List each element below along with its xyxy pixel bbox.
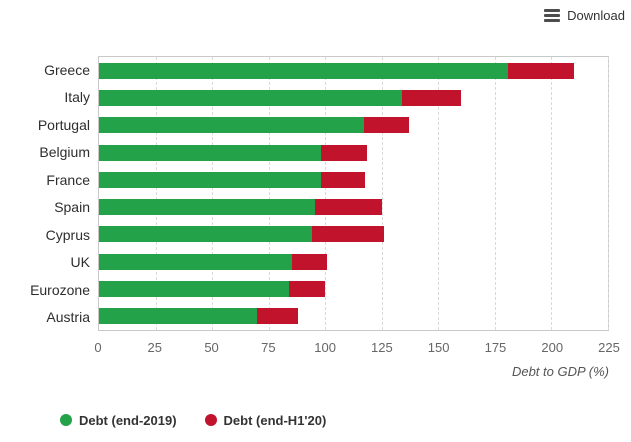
x-axis-tick-labels: 0 25 50 75 100 125 150 175 200 225 bbox=[94, 340, 619, 356]
bar-uk bbox=[99, 253, 608, 270]
x-tick-label-225: 225 bbox=[598, 340, 620, 355]
bar-row-belgium bbox=[99, 139, 608, 166]
bar-segment-end-2019[interactable] bbox=[99, 62, 509, 79]
category-label-italy: Italy bbox=[64, 89, 90, 106]
bar-eurozone bbox=[99, 281, 608, 298]
hamburger-menu-icon bbox=[544, 9, 561, 22]
bar-segment-end-h120[interactable] bbox=[289, 281, 326, 298]
bar-row-austria bbox=[99, 303, 608, 330]
gridline-175 bbox=[494, 57, 496, 330]
category-label-spain: Spain bbox=[54, 199, 90, 216]
x-tick-label-25: 25 bbox=[147, 340, 162, 355]
bar-greece bbox=[99, 62, 608, 79]
gridline-225 bbox=[608, 57, 609, 330]
bar-row-cyprus bbox=[99, 221, 608, 248]
bar-row-greece bbox=[99, 57, 608, 84]
legend-marker-red-icon bbox=[204, 414, 217, 426]
bar-segment-end-h120[interactable] bbox=[257, 308, 299, 325]
y-axis-labels: Greece Italy Portugal Belgium France Spain Cyp… bbox=[0, 56, 90, 331]
gridline-100 bbox=[325, 57, 327, 330]
legend-label-end-2019: Debt (end-2019) bbox=[79, 412, 177, 428]
legend-item-end-2019[interactable]: Debt (end-2019) bbox=[60, 413, 177, 428]
category-label-austria: Austria bbox=[46, 309, 90, 326]
bar-segment-end-2019[interactable] bbox=[99, 226, 312, 243]
bar-italy bbox=[99, 89, 608, 106]
category-label-france: France bbox=[46, 171, 90, 188]
bar-row-france bbox=[99, 166, 608, 193]
gridline-125 bbox=[381, 57, 383, 330]
bar-segment-end-2019[interactable] bbox=[99, 253, 293, 270]
bar-segment-end-h120[interactable] bbox=[320, 171, 365, 188]
legend-marker-green-icon bbox=[60, 414, 72, 426]
bar-segment-end-h120[interactable] bbox=[315, 199, 382, 216]
bar-belgium bbox=[99, 144, 608, 161]
plot-area bbox=[98, 56, 609, 331]
gridline-75 bbox=[268, 57, 270, 330]
category-label-belgium: Belgium bbox=[39, 144, 90, 161]
x-tick-label-75: 75 bbox=[261, 340, 276, 355]
x-tick-label-175: 175 bbox=[484, 340, 507, 355]
category-label-cyprus: Cyprus bbox=[45, 226, 90, 243]
bar-segment-end-h120[interactable] bbox=[402, 89, 461, 106]
x-tick-label-200: 200 bbox=[541, 340, 564, 355]
download-label: Download bbox=[567, 8, 625, 23]
x-tick-label-125: 125 bbox=[371, 340, 393, 355]
bar-segment-end-h120[interactable] bbox=[311, 226, 385, 243]
category-label-portugal: Portugal bbox=[37, 116, 90, 133]
bar-france bbox=[99, 171, 608, 188]
bar-row-uk bbox=[99, 248, 608, 275]
legend-item-end-h120[interactable]: Debt (end-H1'20) bbox=[204, 412, 327, 428]
x-tick-label-0: 0 bbox=[94, 340, 102, 355]
bar-segment-end-2019[interactable] bbox=[99, 199, 316, 216]
bar-segment-end-2019[interactable] bbox=[99, 89, 403, 106]
x-tick-label-50: 50 bbox=[204, 340, 219, 355]
legend: Debt (end-2019) Debt (end-H1'20) bbox=[60, 408, 354, 432]
bar-row-italy bbox=[99, 84, 608, 111]
bar-spain bbox=[99, 199, 608, 216]
x-tick-label-150: 150 bbox=[427, 340, 450, 355]
bar-portugal bbox=[99, 117, 608, 134]
gridline-150 bbox=[438, 57, 440, 330]
gridline-25 bbox=[155, 57, 157, 330]
bar-segment-end-2019[interactable] bbox=[99, 117, 364, 134]
bar-segment-end-2019[interactable] bbox=[99, 281, 290, 298]
bar-segment-end-h120[interactable] bbox=[363, 117, 409, 134]
bar-cyprus bbox=[99, 226, 608, 243]
bar-segment-end-2019[interactable] bbox=[99, 144, 321, 161]
bar-segment-end-2019[interactable] bbox=[99, 308, 258, 325]
bar-austria bbox=[99, 308, 608, 325]
download-button[interactable]: Download bbox=[542, 6, 627, 25]
bar-row-portugal bbox=[99, 112, 608, 139]
bar-segment-end-h120[interactable] bbox=[292, 253, 328, 270]
bar-segment-end-h120[interactable] bbox=[508, 62, 575, 79]
bar-row-eurozone bbox=[99, 275, 608, 302]
bar-segment-end-h120[interactable] bbox=[320, 144, 368, 161]
x-tick-label-100: 100 bbox=[314, 340, 336, 355]
gridline-50 bbox=[212, 57, 214, 330]
gridline-200 bbox=[551, 57, 553, 330]
category-label-uk: UK bbox=[70, 254, 90, 271]
category-label-eurozone: Eurozone bbox=[30, 281, 90, 298]
bar-segment-end-2019[interactable] bbox=[99, 171, 321, 188]
category-label-greece: Greece bbox=[44, 61, 90, 78]
x-axis-title: Debt to GDP (%) bbox=[511, 364, 609, 379]
legend-label-end-h120: Debt (end-H1'20) bbox=[223, 412, 327, 428]
bar-row-spain bbox=[99, 193, 608, 220]
